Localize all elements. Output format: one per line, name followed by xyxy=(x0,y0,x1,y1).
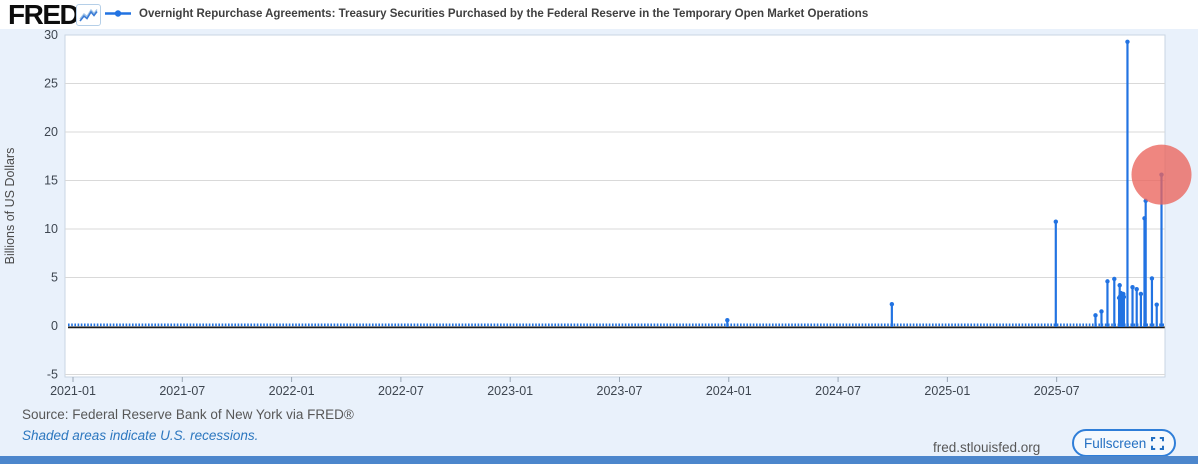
x-tick-label: 2023-01 xyxy=(487,384,533,398)
source-text: Source: Federal Reserve Bank of New York… xyxy=(22,407,354,422)
data-point-marker[interactable] xyxy=(1138,291,1144,297)
x-tick-label: 2024-01 xyxy=(706,384,752,398)
x-tick-label: 2025-07 xyxy=(1034,384,1080,398)
x-tick-label: 2022-01 xyxy=(269,384,315,398)
y-tick-label: 20 xyxy=(44,125,58,139)
data-point-marker[interactable] xyxy=(1121,294,1127,300)
data-point-marker[interactable] xyxy=(1093,313,1098,318)
data-point-marker[interactable] xyxy=(1149,276,1155,281)
y-tick-label: 25 xyxy=(44,77,58,91)
x-tick-label: 2022-07 xyxy=(378,384,424,398)
fullscreen-icon xyxy=(1151,436,1165,450)
fullscreen-label: Fullscreen xyxy=(1084,435,1147,451)
y-tick-label: 10 xyxy=(44,222,58,236)
bottom-accent-bar xyxy=(0,456,1198,464)
data-point-marker[interactable] xyxy=(1099,309,1104,314)
site-url: fred.stlouisfed.org xyxy=(933,440,1041,455)
plot-area[interactable] xyxy=(64,34,1166,378)
data-point-marker[interactable] xyxy=(1112,276,1117,282)
fred-logo-text: FRED xyxy=(8,0,80,30)
data-point-marker[interactable] xyxy=(889,301,895,307)
fred-logo[interactable]: FRED® xyxy=(8,0,84,31)
x-tick-label: 2025-01 xyxy=(924,384,970,398)
data-point-marker[interactable] xyxy=(725,317,730,323)
fullscreen-button[interactable]: Fullscreen xyxy=(1072,429,1177,457)
data-point-marker[interactable] xyxy=(1125,39,1130,44)
legend-item: Overnight Repurchase Agreements: Treasur… xyxy=(104,4,868,24)
recessions-note[interactable]: Shaded areas indicate U.S. recessions. xyxy=(22,428,259,443)
x-tick-label: 2021-07 xyxy=(159,384,205,398)
x-tick-label: 2021-01 xyxy=(50,384,96,398)
x-tick-label: 2024-07 xyxy=(815,384,861,398)
data-point-marker[interactable] xyxy=(1053,219,1059,224)
data-point-marker[interactable] xyxy=(1154,302,1159,307)
series-title: Overnight Repurchase Agreements: Treasur… xyxy=(139,8,869,20)
data-point-marker[interactable] xyxy=(1105,279,1110,284)
highlight-circle-annotation xyxy=(1131,144,1192,205)
chart-header: FRED® Overnight Repurchase Agreements: T… xyxy=(0,0,1198,31)
legend-line-marker-icon xyxy=(104,5,132,23)
y-tick-label: 5 xyxy=(51,271,58,285)
y-tick-label: 0 xyxy=(51,319,58,333)
y-tick-label: 15 xyxy=(44,174,58,188)
y-tick-label: -5 xyxy=(47,368,58,382)
data-point-marker[interactable] xyxy=(1134,286,1139,292)
y-tick-label: 30 xyxy=(44,28,58,42)
data-point-marker[interactable] xyxy=(1117,283,1122,288)
fred-sparkline-icon xyxy=(76,4,101,26)
y-axis-label: Billions of US Dollars xyxy=(3,148,17,265)
data-point-marker[interactable] xyxy=(1130,285,1135,290)
x-tick-label: 2023-07 xyxy=(597,384,643,398)
